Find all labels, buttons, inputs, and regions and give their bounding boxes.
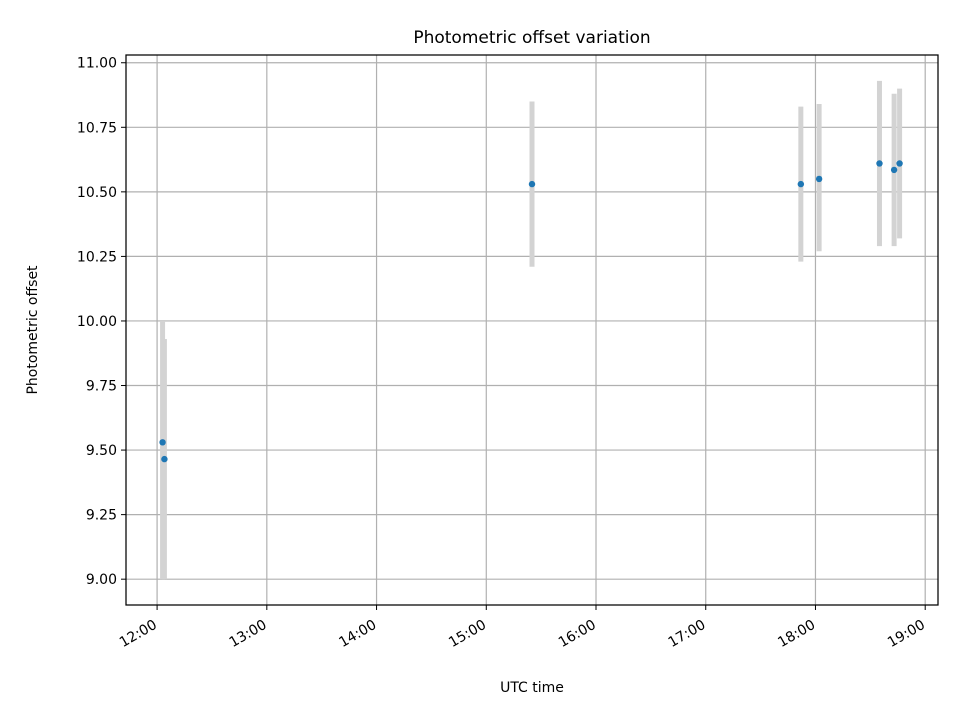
y-tick-label: 10.25 [77,249,117,265]
x-tick-label: 17:00 [666,617,709,651]
y-tick-label: 9.50 [86,443,117,459]
y-tick-label: 9.25 [86,508,117,524]
y-tick-label: 11.00 [77,56,117,72]
y-tick-label: 10.50 [77,185,117,201]
x-tick-label: 15:00 [446,617,489,651]
data-point [159,439,166,446]
y-tick-label: 9.00 [86,572,117,588]
plot-area-frame [125,54,939,606]
error-bars [160,80,903,580]
data-point [815,175,823,183]
x-axis-label: UTC time [500,680,564,696]
x-tick-label: 12:00 [117,617,160,651]
x-tick-label: 13:00 [227,617,270,651]
x-tick-label: 14:00 [336,617,379,651]
y-tick-label: 10.00 [77,314,117,330]
y-tick-label: 9.75 [86,379,117,395]
x-tick-label: 19:00 [885,617,928,651]
data-point [896,160,903,167]
x-tick-label: 18:00 [775,617,818,651]
x-tick-label: 16:00 [556,617,599,651]
data-point [876,160,883,167]
y-axis-label: Photometric offset [25,265,41,395]
data-point [161,455,168,463]
data-points [159,160,903,463]
data-point [528,180,536,188]
y-tick-label: 10.75 [77,120,117,136]
data-point [797,180,805,188]
chart-title: Photometric offset variation [413,28,650,48]
data-point [890,166,898,174]
